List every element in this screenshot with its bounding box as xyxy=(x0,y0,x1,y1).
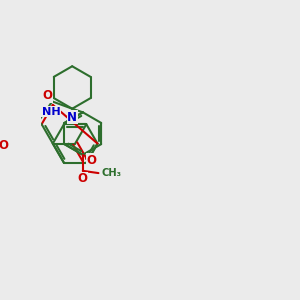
Text: CH₃: CH₃ xyxy=(101,168,121,178)
Text: O: O xyxy=(42,89,52,102)
Text: N: N xyxy=(67,111,77,124)
Text: O: O xyxy=(0,139,8,152)
Text: O: O xyxy=(78,172,88,185)
Text: NH: NH xyxy=(42,107,61,117)
Text: O: O xyxy=(86,154,96,166)
